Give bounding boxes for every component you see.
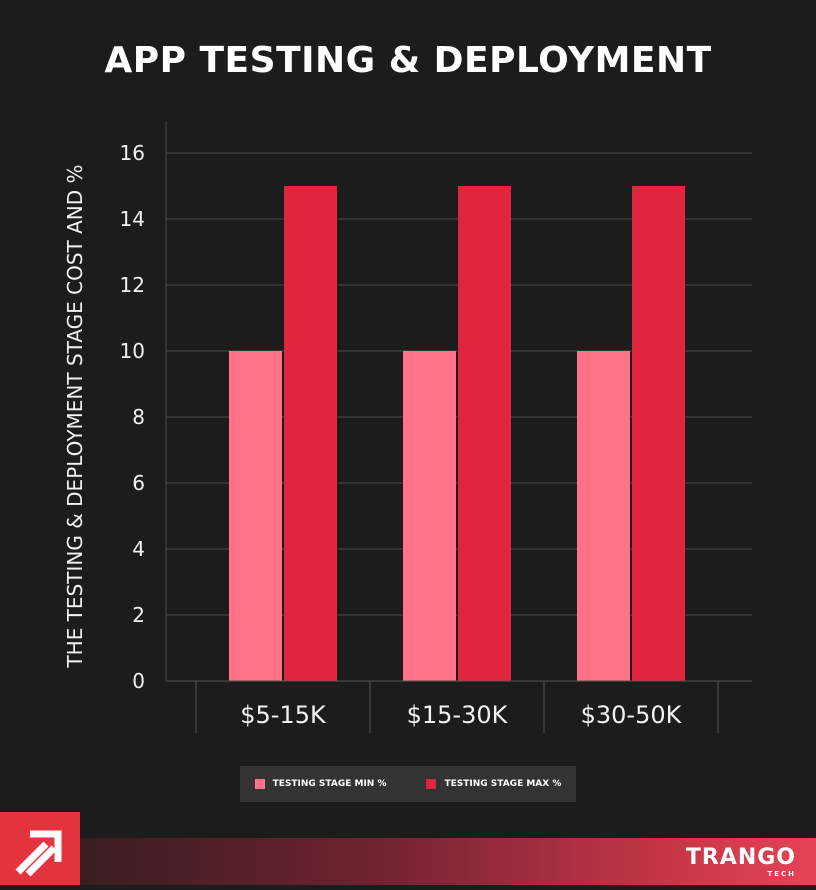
x-tick-label: $15-30K (407, 701, 509, 729)
bar-min-0 (229, 351, 282, 681)
legend-item-max: TESTING STAGE MAX % (426, 779, 561, 789)
legend-label-min: TESTING STAGE MIN % (272, 779, 387, 789)
legend-label-max: TESTING STAGE MAX % (444, 779, 562, 789)
y-tick-label: 4 (132, 537, 145, 561)
y-tick-label: 12 (120, 273, 145, 297)
brand-logo: TRANGO TECH (685, 845, 796, 879)
y-axis-ticks: 0 2 4 6 8 10 12 14 16 (120, 141, 145, 693)
legend-swatch-min (254, 779, 265, 789)
y-tick-label: 14 (120, 207, 145, 231)
x-tick-label: $5-15K (240, 701, 327, 729)
bars (229, 186, 685, 681)
bar-min-1 (403, 351, 456, 681)
bar-min-2 (577, 351, 630, 681)
x-tick-label: $30-50K (581, 701, 683, 729)
bar-max-1 (458, 186, 511, 681)
y-tick-label: 0 (132, 669, 145, 693)
y-tick-label: 10 (120, 339, 145, 363)
chart-title: APP TESTING & DEPLOYMENT (104, 40, 712, 81)
x-axis: $5-15K $15-30K $30-50K (166, 680, 752, 733)
y-tick-label: 16 (120, 141, 145, 165)
footer-bar (0, 838, 816, 885)
y-tick-label: 6 (132, 471, 145, 495)
legend-item-min: TESTING STAGE MIN % (254, 779, 387, 789)
brand-sub: TECH (767, 870, 796, 878)
bar-chart: 0 2 4 6 8 10 12 14 16 $5-15K $15-30K $30-50K THE T… (63, 121, 752, 733)
bar-max-2 (632, 186, 685, 681)
legend-swatch-max (426, 779, 437, 789)
y-tick-label: 2 (132, 603, 145, 627)
legend: TESTING STAGE MIN % TESTING STAGE MAX % (240, 766, 576, 802)
arrow-logo-icon (0, 812, 80, 885)
y-tick-label: 8 (132, 405, 145, 429)
y-axis-label: THE TESTING & DEPLOYMENT STAGE COST AND … (63, 164, 87, 668)
brand-name: TRANGO (685, 845, 796, 870)
bar-max-0 (284, 186, 337, 681)
